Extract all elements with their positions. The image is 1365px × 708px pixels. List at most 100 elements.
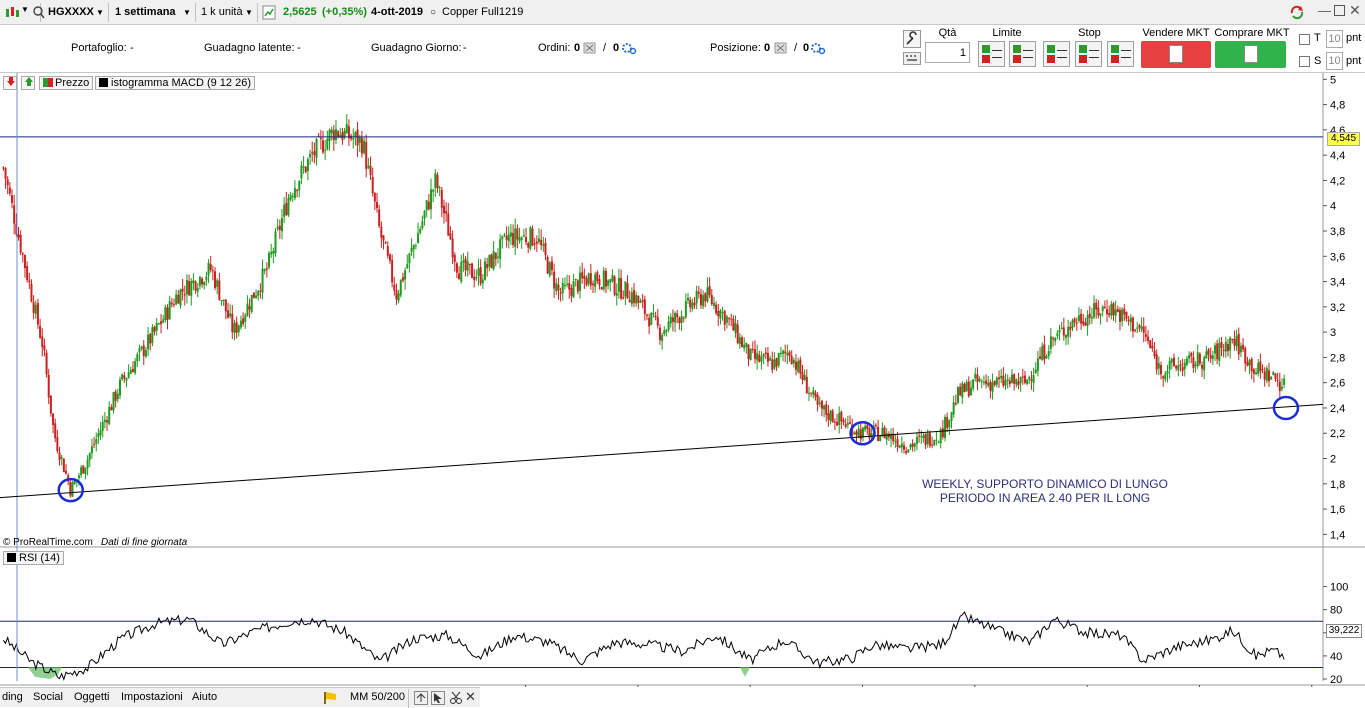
limit-sell-button[interactable] <box>1009 41 1036 67</box>
timeframe-selector[interactable]: 1 settimana <box>115 6 176 18</box>
chart-svg[interactable]: 1,4 1,6 1,8 2 2,2 2,4 2,6 2,8 3 3,2 3,4 3,6 3,8 4 4,2 4… <box>0 73 1365 703</box>
chart-annotation[interactable]: WEEKLY, SUPPORTO DINAMICO DI LUNGO PERIO… <box>895 477 1195 505</box>
candle-body <box>490 254 493 268</box>
menu-trading[interactable]: ding <box>2 691 23 703</box>
candle-body <box>719 310 722 319</box>
stop-limit-button[interactable] <box>1107 41 1134 67</box>
candle-body <box>293 187 296 199</box>
candle-body <box>682 317 685 319</box>
qty-input[interactable] <box>925 42 970 63</box>
timeframe-chevron-icon[interactable]: ▼ <box>183 8 191 17</box>
moving-average-indicator[interactable]: MM 50/200 <box>350 691 406 703</box>
price-color-icon-red <box>48 78 53 87</box>
price-legend[interactable]: Prezzo <box>39 76 94 90</box>
refresh-icon[interactable] <box>1288 4 1306 21</box>
chart-type-icon[interactable] <box>4 5 20 20</box>
price-tick-label: 3 <box>1330 327 1336 339</box>
rsi-color-icon <box>7 553 16 562</box>
candle-body <box>501 235 504 240</box>
zoom-fit-icon[interactable] <box>414 691 428 705</box>
cursor-icon[interactable] <box>431 691 445 705</box>
stop-sell-button[interactable] <box>1075 41 1102 67</box>
candle-body <box>1149 340 1152 348</box>
candle-body <box>617 277 620 292</box>
candle-body <box>903 445 906 450</box>
limit-buy-button[interactable] <box>978 41 1005 67</box>
candle-body <box>259 290 262 292</box>
panel-up-button[interactable] <box>21 76 35 90</box>
maximize-button[interactable] <box>1334 5 1345 16</box>
candle-body <box>365 141 368 170</box>
scissors-icon[interactable] <box>449 691 463 705</box>
menu-aiuto[interactable]: Aiuto <box>192 691 218 703</box>
keyboard-icon[interactable] <box>903 52 921 65</box>
target-checkbox[interactable] <box>1299 34 1310 45</box>
candle-body <box>756 353 759 361</box>
candle-body <box>142 345 145 356</box>
stop-checkbox[interactable] <box>1299 56 1310 67</box>
flag-icon[interactable] <box>323 691 337 705</box>
candle-body <box>514 228 517 247</box>
candle-body <box>596 272 599 282</box>
candle-body <box>371 177 374 194</box>
candle-body <box>948 420 951 428</box>
units-chevron-icon[interactable]: ▼ <box>245 8 253 17</box>
units-selector[interactable]: 1 k unità <box>201 6 243 18</box>
candle-body <box>1160 365 1163 375</box>
candle-body <box>73 480 76 484</box>
candle-body <box>604 271 607 287</box>
panel-down-button[interactable] <box>3 76 17 90</box>
candle-body <box>99 430 102 436</box>
stop-buy-button[interactable] <box>1043 41 1070 67</box>
candle-body <box>168 301 171 320</box>
candle-body <box>423 210 426 219</box>
stop-points-input[interactable]: 10 <box>1326 52 1343 70</box>
candle-body <box>710 294 713 304</box>
menu-oggetti[interactable]: Oggetti <box>74 691 110 703</box>
candle-body <box>1047 351 1050 357</box>
candle-body <box>1017 381 1020 386</box>
rsi-tick-label: 20 <box>1330 674 1342 686</box>
price-tick-label: 3,2 <box>1330 302 1345 314</box>
orders-settings-icon[interactable] <box>621 41 637 55</box>
symbol-selector[interactable]: HGXXXX <box>48 6 94 18</box>
rsi-legend[interactable]: RSI (14) <box>3 551 64 565</box>
candle-body <box>239 320 242 328</box>
candle-body <box>609 279 612 283</box>
buy-market-button[interactable] <box>1215 41 1286 68</box>
candle-body <box>715 304 718 314</box>
candle-body <box>587 273 590 284</box>
candle-body <box>1205 351 1208 359</box>
candle-body <box>58 452 61 460</box>
stop-unit: pnt <box>1346 55 1362 67</box>
close-button[interactable]: ✕ <box>1349 2 1361 18</box>
candle-body <box>218 280 221 301</box>
cancel-orders-icon[interactable] <box>583 42 596 54</box>
chart-area[interactable]: 1,4 1,6 1,8 2 2,2 2,4 2,6 2,8 3 3,2 3,4 3,6 3,8 4 4,2 4… <box>0 73 1365 703</box>
candle-body <box>918 435 921 437</box>
limit-label: Limite <box>992 27 1022 39</box>
wrench-icon[interactable] <box>903 30 921 48</box>
candle-body <box>985 380 988 385</box>
candle-body <box>209 264 212 270</box>
candle-body <box>1084 322 1087 326</box>
candle-body <box>194 281 197 291</box>
candle-body <box>110 407 113 411</box>
position-settings-icon[interactable] <box>810 41 826 55</box>
x-close-icon[interactable]: ✕ <box>465 689 476 704</box>
menu-impostazioni[interactable]: Impostazioni <box>121 691 183 703</box>
minimize-button[interactable]: — <box>1318 3 1331 18</box>
target-points-input[interactable]: 10 <box>1326 30 1343 48</box>
candle-body <box>764 352 767 355</box>
candle-body <box>1002 375 1005 386</box>
candle-body <box>226 310 229 318</box>
menu-social[interactable]: Social <box>33 691 63 703</box>
close-position-icon[interactable] <box>774 42 787 54</box>
chevron-down-icon[interactable]: ▼ <box>21 5 29 14</box>
macd-legend[interactable]: istogramma MACD (9 12 26) <box>95 76 255 90</box>
search-icon[interactable] <box>33 5 45 19</box>
candle-body <box>322 140 325 153</box>
symbol-chevron-icon[interactable]: ▼ <box>96 8 104 17</box>
candle-body <box>30 283 33 302</box>
sell-market-button[interactable] <box>1141 41 1211 68</box>
